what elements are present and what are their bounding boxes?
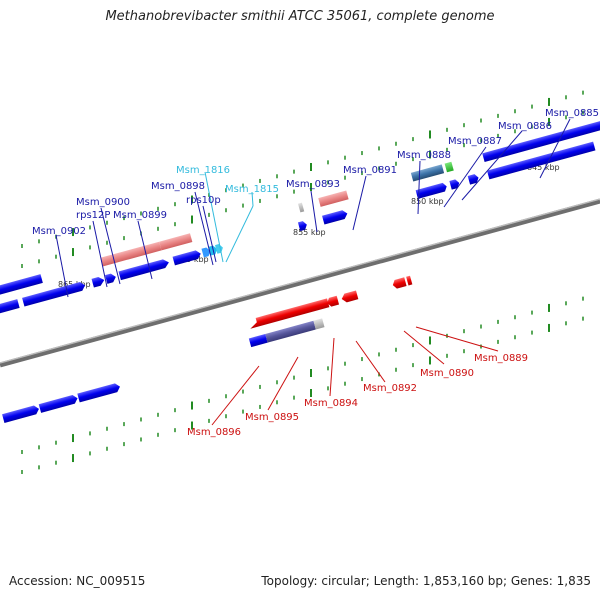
gene-Msm_0886[interactable] xyxy=(467,173,480,185)
gene-green-block[interactable] xyxy=(444,161,454,173)
label-Msm_1815[interactable]: Msm_1815 xyxy=(225,184,279,195)
label-Msm_0885[interactable]: Msm_0885 xyxy=(545,108,599,119)
gene-Msm_0902[interactable] xyxy=(22,281,86,307)
rna-rrna-block-2[interactable] xyxy=(159,233,193,251)
accession-text: Accession: NC_009515 xyxy=(9,574,146,588)
label-Msm_0899[interactable]: Msm_0899 xyxy=(113,210,167,221)
label-Msm_0888[interactable]: Msm_0888 xyxy=(397,150,451,161)
rna-rrna-block-1[interactable] xyxy=(100,241,162,267)
rna-rrna-block-3[interactable] xyxy=(318,190,349,207)
gene-forward-extra-1[interactable] xyxy=(2,405,40,423)
genome-backbone xyxy=(0,198,600,368)
gene-Msm_0898[interactable] xyxy=(172,249,202,266)
label-Msm_0902[interactable]: Msm_0902 xyxy=(32,226,86,237)
label-Msm_0896[interactable]: Msm_0896 xyxy=(187,427,241,438)
gene-steel-block[interactable] xyxy=(410,164,445,182)
label-Msm_0890[interactable]: Msm_0890 xyxy=(420,368,474,379)
gene-forward-extra-2[interactable] xyxy=(38,394,79,413)
gene-forward-outer-1[interactable] xyxy=(0,274,43,303)
label-Msm_0887[interactable]: Msm_0887 xyxy=(448,136,502,147)
label-Msm_0886[interactable]: Msm_0886 xyxy=(498,121,552,132)
gene-Msm_0896-arrow[interactable] xyxy=(248,315,268,329)
gene-Msm_0893[interactable] xyxy=(297,220,308,232)
gene-Msm_0894[interactable] xyxy=(326,295,340,308)
label-Msm_0894[interactable]: Msm_0894 xyxy=(304,398,358,409)
label-Msm_0900[interactable]: Msm_0900 xyxy=(76,197,130,208)
forward-strand-track xyxy=(0,119,600,320)
gene-forward-extra-3[interactable] xyxy=(77,382,121,403)
gene-purple-block[interactable] xyxy=(265,320,316,343)
gene-forward-outer-2[interactable] xyxy=(482,119,600,162)
reverse-strand-track xyxy=(2,275,413,423)
gene-blue-reverse[interactable] xyxy=(248,333,268,348)
pseudo-gene-2[interactable] xyxy=(313,318,325,330)
pseudo-gene-1[interactable] xyxy=(298,202,305,213)
label-Msm_0893[interactable]: Msm_0893 xyxy=(286,179,340,190)
label-Msm_0895[interactable]: Msm_0895 xyxy=(245,412,299,423)
gene-labels: Msm_0885 Msm_0886 Msm_0887 Msm_0888 Msm_… xyxy=(32,108,599,438)
label-Msm_0889[interactable]: Msm_0889 xyxy=(474,353,528,364)
scale-label-855kbp: 855 kbp xyxy=(293,228,326,237)
gene-rps10p[interactable] xyxy=(201,247,211,258)
label-rps10p[interactable]: rps10p xyxy=(186,195,221,206)
label-Msm_1816[interactable]: Msm_1816 xyxy=(176,165,230,176)
scale-label-845kbp: 845 kbp xyxy=(527,163,560,172)
leader-lines xyxy=(55,118,571,426)
gene-Msm_0900[interactable] xyxy=(105,273,117,284)
gene-Msm_0885[interactable] xyxy=(486,141,596,180)
label-Msm_0892[interactable]: Msm_0892 xyxy=(363,383,417,394)
scale-label-850kbp: 850 kbp xyxy=(411,197,444,206)
gene-rps12P[interactable] xyxy=(91,276,106,288)
gene-forward-inner-1[interactable] xyxy=(0,299,20,320)
genome-summary-text: Topology: circular; Length: 1,853,160 bp… xyxy=(261,574,591,588)
gene-Msm_0890[interactable] xyxy=(392,277,407,289)
scale-ticks xyxy=(21,90,584,474)
gene-Msm_0888[interactable] xyxy=(415,182,448,199)
gene-Msm_0891[interactable] xyxy=(322,209,348,225)
gene-Msm_0887[interactable] xyxy=(449,179,460,190)
label-Msm_0898[interactable]: Msm_0898 xyxy=(151,181,205,192)
gene-Msm_0895[interactable] xyxy=(262,298,330,324)
gene-Msm_0889[interactable] xyxy=(406,275,413,286)
map-title: Methanobrevibacter smithii ATCC 35061, c… xyxy=(105,9,495,24)
label-Msm_0891[interactable]: Msm_0891 xyxy=(343,165,397,176)
label-rps12P[interactable]: rps12P xyxy=(76,210,110,221)
gene-Msm_0892[interactable] xyxy=(341,290,359,303)
gene-Msm_0899[interactable] xyxy=(118,258,171,281)
